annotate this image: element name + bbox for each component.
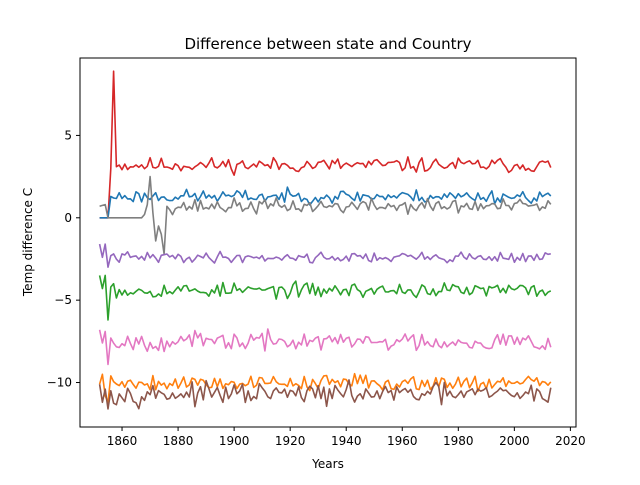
x-tick-label: 1940	[331, 434, 362, 448]
series-line-5	[98, 274, 552, 321]
y-tick-label: −5	[54, 293, 72, 307]
series-line-7	[98, 372, 552, 404]
y-tick-label: 0	[64, 211, 72, 225]
x-axis-label: Years	[311, 457, 344, 471]
series-line-8	[98, 379, 552, 410]
y-axis-label: Temp difference C	[21, 188, 35, 297]
x-tick-label: 1960	[387, 434, 418, 448]
plot-frame	[79, 57, 577, 428]
x-tick-label: 1900	[219, 434, 250, 448]
y-tick-label: 5	[64, 128, 72, 142]
series-line-6	[98, 328, 552, 366]
x-tick-label: 2020	[555, 434, 586, 448]
series-line-2	[99, 186, 552, 219]
series-line-3	[99, 175, 552, 255]
series-line-1	[99, 70, 552, 219]
series-layer	[98, 70, 552, 410]
x-tick-label: 1880	[163, 434, 194, 448]
x-tick-label: 1980	[443, 434, 474, 448]
series-line-4	[98, 243, 551, 268]
y-axis: 5 0 −5 −10	[47, 128, 80, 390]
x-tick-label: 1920	[275, 434, 306, 448]
x-axis: 1860 1880 1900 1920 1940 1960 1980 2000 2020	[107, 427, 586, 448]
x-tick-label: 1860	[107, 434, 138, 448]
chart-title: Difference between state and Country	[184, 35, 471, 53]
y-tick-label: −10	[47, 376, 72, 390]
x-tick-label: 2000	[499, 434, 530, 448]
